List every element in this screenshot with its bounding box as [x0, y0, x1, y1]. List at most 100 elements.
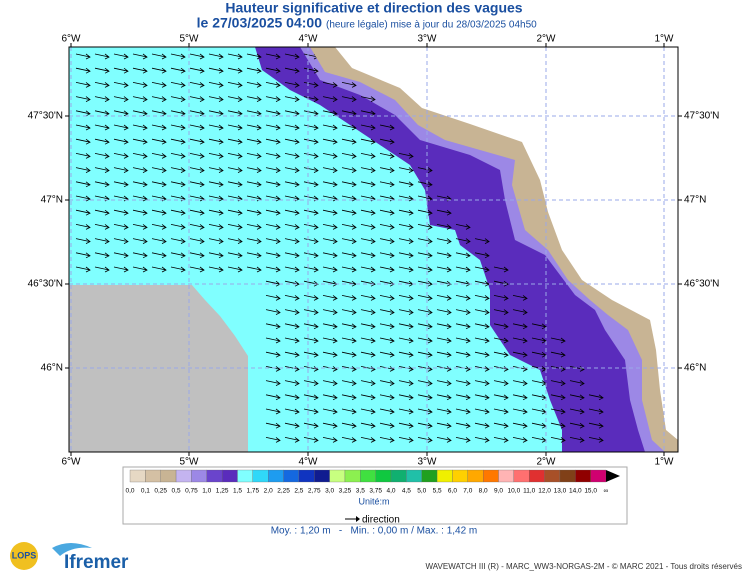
color-cell [298, 469, 315, 483]
color-label: 2,75 [308, 488, 321, 495]
color-cell [252, 469, 269, 483]
wave-arrow [303, 380, 319, 386]
wave-arrow [322, 309, 338, 315]
wave-arrow [265, 224, 281, 230]
wave-arrow [436, 422, 452, 429]
color-cell [145, 469, 161, 483]
wave-arrow [246, 96, 262, 102]
map [65, 43, 682, 456]
color-label: 3,0 [325, 488, 334, 495]
color-label: 12,0 [538, 488, 551, 495]
wave-arrow [75, 67, 91, 74]
wave-arrow [208, 153, 224, 159]
wave-arrow [360, 224, 376, 230]
wave-arrow [360, 422, 376, 429]
wave-arrow [341, 138, 357, 145]
wave-arrow [113, 238, 129, 244]
wave-arrow [189, 153, 205, 159]
wave-arrow [265, 323, 281, 330]
color-cell [191, 469, 207, 483]
wave-arrow [360, 124, 376, 131]
wave-arrow [189, 224, 205, 230]
wave-arrow [75, 195, 91, 202]
wave-arrow [208, 138, 224, 145]
wave-arrow [265, 309, 281, 315]
wave-arrow [284, 138, 300, 145]
wave-arrow [246, 82, 262, 88]
wave-arrow [132, 153, 148, 159]
wave-arrow [132, 96, 148, 102]
color-cell [529, 469, 545, 483]
wave-arrow [474, 309, 490, 315]
wave-arrow [436, 309, 452, 315]
wave-arrow [132, 224, 148, 230]
wave-arrow [265, 380, 281, 386]
wave-arrow [284, 323, 300, 330]
wave-arrow [151, 209, 167, 216]
wave-arrow [94, 96, 110, 102]
wave-arrow [417, 380, 433, 386]
lat-label: 46°30'N [684, 279, 719, 290]
lon-label: 4°W [299, 34, 319, 45]
wave-arrow [379, 138, 395, 145]
wave-arrow [284, 53, 300, 60]
wave-arrow [265, 408, 281, 415]
lat-label: 46°N [41, 363, 63, 374]
color-cell [513, 469, 530, 483]
wave-arrow [284, 181, 300, 188]
wave-arrow [75, 252, 91, 259]
wave-arrow [360, 437, 376, 443]
wave-arrow [113, 181, 129, 188]
lon-label: 3°W [418, 457, 438, 468]
wave-arrow [341, 437, 357, 443]
wave-arrow [398, 181, 414, 188]
color-cell [498, 469, 515, 483]
wave-arrow [493, 408, 509, 415]
wave-arrow [170, 110, 186, 117]
wave-arrow [379, 266, 395, 273]
wave-arrow [493, 266, 509, 273]
logo-fish [52, 543, 92, 556]
wave-arrow [322, 295, 338, 301]
wave-arrow [398, 380, 414, 386]
wave-arrow [208, 82, 224, 88]
wave-arrow [189, 96, 205, 102]
wave-arrow [284, 351, 300, 358]
wave-arrow [265, 295, 281, 301]
lon-label: 1°W [655, 34, 675, 45]
wave-arrow [436, 337, 452, 344]
wave-arrow [360, 96, 376, 102]
wave-arrow [550, 380, 566, 386]
wave-arrow [417, 309, 433, 315]
wave-arrow [474, 266, 490, 273]
wave-arrow [303, 252, 319, 259]
color-label: 0,1 [141, 488, 150, 495]
wave-arrow [227, 224, 243, 230]
wave-arrow [227, 238, 243, 244]
wave-arrow [455, 295, 471, 301]
wave-arrow [379, 437, 395, 443]
wave-arrow [265, 437, 281, 443]
wave-arrow [265, 124, 281, 131]
wave-arrow [398, 209, 414, 216]
wave-arrow [113, 67, 129, 74]
lon-label: 3°W [418, 34, 438, 45]
wave-arrow [436, 209, 452, 216]
wave-arrow [94, 124, 110, 131]
wave-arrow [265, 209, 281, 216]
wave-arrow [436, 408, 452, 415]
graticule [65, 43, 682, 456]
wave-arrow [417, 408, 433, 415]
wave-arrow [303, 266, 319, 273]
wave-arrow [512, 323, 528, 330]
wave-arrow [436, 323, 452, 330]
wave-arrow [208, 96, 224, 102]
wave-arrow [284, 380, 300, 386]
wave-arrow [265, 181, 281, 188]
color-cell [360, 469, 376, 483]
wave-arrow [227, 138, 243, 145]
wave-arrow [493, 380, 509, 386]
wave-arrow [227, 266, 243, 273]
wave-arrow [493, 366, 509, 372]
